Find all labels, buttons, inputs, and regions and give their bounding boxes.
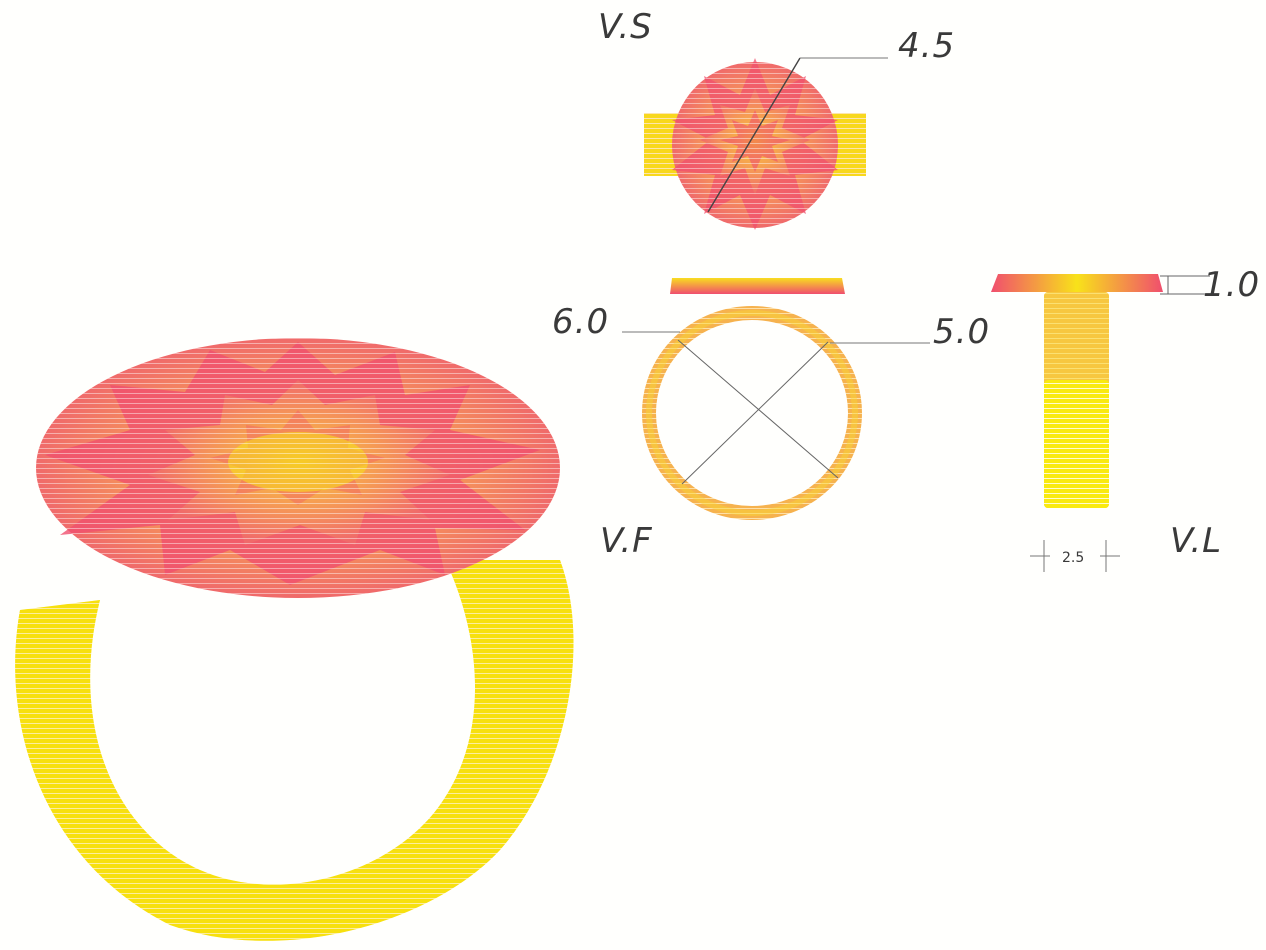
front-view-label: V.F [600,521,653,561]
side-view-label: V.L [1170,521,1222,561]
side-view-plate [991,274,1163,292]
front-view-cross-line-1 [677,339,839,479]
side-view: 1.0 2.5 V.L [991,265,1260,572]
top-view-dimension-line [707,57,801,213]
perspective-view [15,338,574,941]
top-view: V.S 4.5 [598,7,955,230]
front-view: 6.0 5.0 V.F [552,278,990,561]
inner-diameter-value: 5.0 [933,312,990,352]
front-view-ring-band [642,306,862,520]
top-view-label: V.S [598,7,653,47]
plate-thickness-value: 1.0 [1203,265,1260,305]
front-view-plate [670,278,845,294]
front-view-cross-line-2 [681,341,829,485]
perspective-ring-band [15,560,574,941]
outer-diameter-value: 6.0 [552,302,609,342]
top-diameter-value: 4.5 [898,26,955,66]
band-width-value: 2.5 [1062,550,1084,566]
